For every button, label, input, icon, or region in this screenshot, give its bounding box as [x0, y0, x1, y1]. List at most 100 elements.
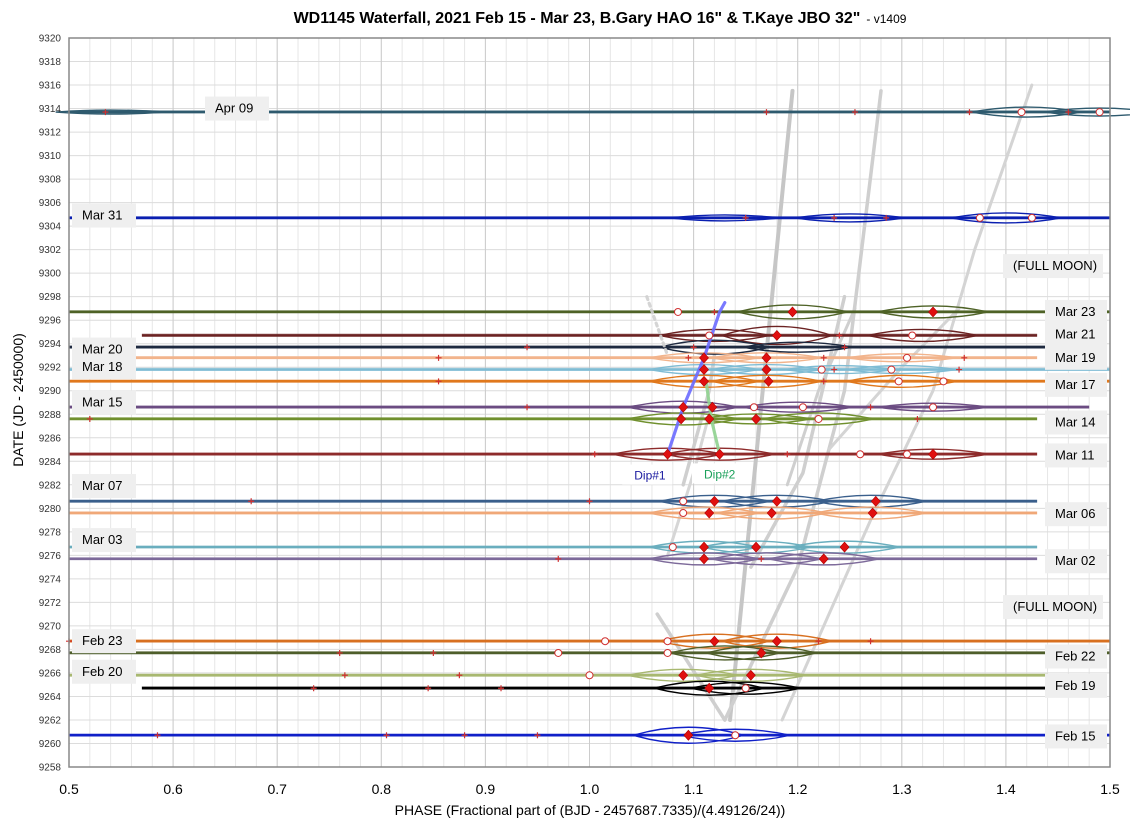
y-tick-label: 9268 [39, 645, 62, 656]
trace-bump [721, 633, 833, 649]
diamond-marker [787, 306, 798, 318]
y-tick-label: 9266 [39, 668, 62, 679]
circle-marker [679, 509, 688, 518]
left-label-mar-07-box [72, 473, 136, 498]
diamond-marker [699, 352, 709, 364]
y-tick-label: 9290 [39, 386, 62, 397]
diamond-marker [928, 448, 938, 460]
right-label-mar-23-box [1045, 299, 1107, 324]
x-tick-label: 1.1 [684, 781, 704, 797]
trace-bump [648, 374, 760, 388]
y-tick-label: 9318 [39, 57, 62, 68]
y-tick-label: 9314 [39, 104, 62, 115]
diamond-marker [662, 448, 673, 460]
dip-line-extension [645, 295, 670, 358]
diamond-marker [676, 413, 687, 425]
right-label-feb-19: Feb 19 [1055, 678, 1095, 693]
right-label-mar-02-box [1045, 549, 1107, 574]
right-label-mar-17: Mar 17 [1055, 377, 1095, 392]
annotation-dip2: Dip#2 [704, 467, 736, 481]
trace-bump [716, 506, 827, 520]
cross-marker [820, 378, 827, 385]
drift-line [749, 294, 847, 569]
diamond-marker [699, 364, 709, 376]
y-tick-label: 9288 [39, 410, 62, 421]
cross-marker [435, 378, 442, 385]
trace-bump [700, 540, 812, 554]
circle-marker [894, 377, 903, 386]
trace-feb-15 [69, 726, 1110, 744]
right-label-feb-22-box [1045, 644, 1107, 669]
cross-marker [820, 354, 827, 361]
circle-marker [929, 403, 938, 412]
cross-marker [456, 672, 463, 679]
circle-marker [856, 450, 865, 459]
trace-bump [763, 412, 874, 426]
drift-line [655, 612, 727, 722]
cross-marker [425, 685, 432, 692]
right-label-feb-15-box [1045, 724, 1107, 749]
left-label-mar-15-box [72, 390, 136, 415]
trace-bump [789, 540, 900, 554]
circle-marker [798, 403, 807, 412]
trace-bump [706, 645, 817, 661]
diamond-marker [699, 541, 709, 553]
cross-marker [102, 109, 109, 116]
cross-marker [154, 732, 161, 739]
diamond-marker [761, 364, 772, 376]
trace-bump [846, 353, 957, 363]
cross-marker [86, 415, 93, 422]
diamond-marker [761, 352, 772, 364]
trace-bump [648, 363, 760, 376]
y-tick-label: 9280 [39, 504, 62, 515]
y-tick-label: 9270 [39, 621, 62, 632]
right-label-mar-06: Mar 06 [1055, 506, 1095, 521]
y-tick-label: 9312 [39, 128, 62, 139]
cross-marker [841, 344, 848, 351]
circle-marker [585, 671, 594, 680]
y-tick-label: 9276 [39, 551, 62, 562]
x-tick-label: 0.7 [267, 781, 287, 797]
trace-bump [877, 448, 989, 460]
markers: Dip#1 Dip#2 [66, 108, 1104, 741]
circle-marker [663, 637, 672, 646]
x-tick-label: 0.6 [163, 781, 183, 797]
trace-feb-22 [69, 645, 1110, 661]
trace-feb-23 [69, 633, 1110, 649]
cross-marker [310, 685, 317, 692]
trace-bump [669, 645, 781, 661]
y-tick-label: 9282 [39, 480, 62, 491]
trace-feb-20 [69, 668, 1048, 682]
cross-marker [341, 672, 348, 679]
right-label-feb-19-box [1045, 673, 1107, 698]
y-tick-label: 9308 [39, 175, 62, 186]
x-tick-label: 0.8 [372, 781, 392, 797]
right-label-mar-17-box [1045, 372, 1107, 397]
annotation-bg [622, 464, 673, 485]
diamond-marker [709, 495, 720, 507]
y-tick-label: 9272 [39, 598, 62, 609]
trace-mar-31 [69, 212, 1110, 224]
left-label-mar-20: Mar 20 [82, 342, 122, 357]
diamond-marker [867, 507, 878, 519]
left-label-feb-20-box [72, 659, 136, 684]
left-label-mar-31: Mar 31 [82, 208, 122, 223]
y-tick-label: 9306 [39, 198, 62, 209]
left-label-feb-23-box [72, 629, 136, 654]
diamond-marker [707, 401, 718, 413]
left-label-mar-31-box [72, 203, 136, 228]
cross-marker [534, 732, 541, 739]
right-label--full-moon-: (FULL MOON) [1013, 258, 1097, 273]
circle-marker [668, 543, 677, 552]
cross-marker [248, 498, 255, 505]
y-tick-label: 9304 [39, 222, 62, 233]
y-tick-label: 9320 [39, 34, 62, 45]
left-label-feb-20: Feb 20 [82, 664, 122, 679]
cross-marker [883, 214, 890, 221]
y-tick-label: 9264 [39, 692, 62, 703]
diamond-marker [714, 448, 725, 460]
trace-bump [628, 668, 739, 682]
chart-title: WD1145 Waterfall, 2021 Feb 15 - Mar 23, … [294, 10, 907, 27]
circle-marker [908, 331, 917, 340]
x-tick-label: 0.9 [476, 781, 496, 797]
